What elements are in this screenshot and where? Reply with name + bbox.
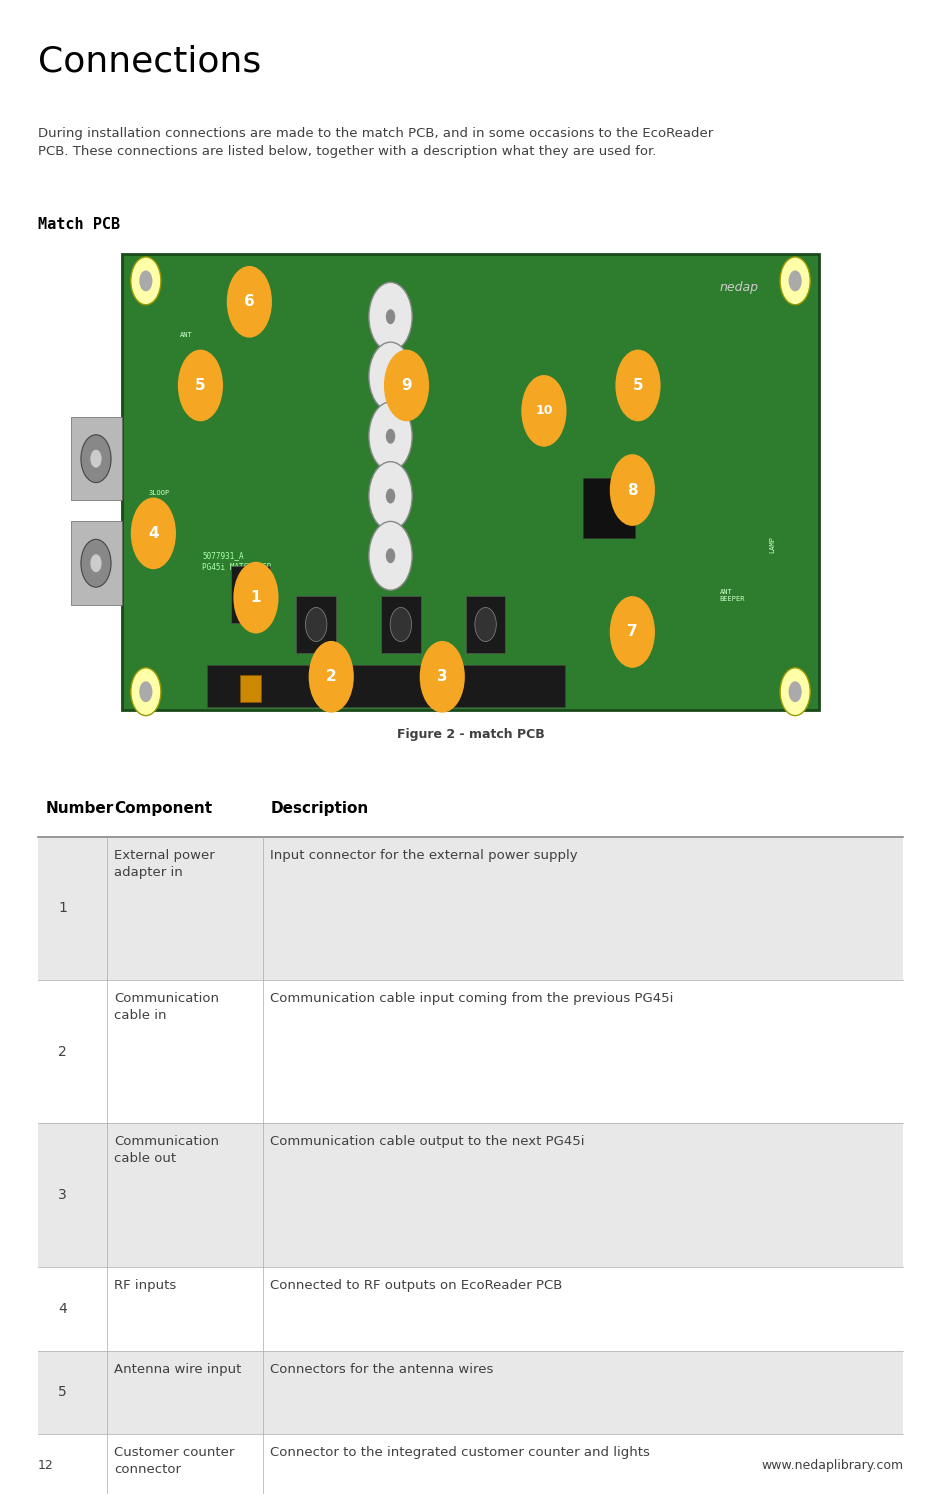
Circle shape [521,375,566,447]
Text: Component: Component [115,801,213,816]
Bar [207,665,565,707]
Bar [381,596,421,653]
Text: 1: 1 [58,901,67,916]
Text: 7: 7 [627,624,638,639]
Text: 2LOOP: 2LOOP [149,545,170,551]
Text: 5077931_A
PG45i MATCH PCB: 5077931_A PG45i MATCH PCB [202,551,272,572]
Bar [71,417,122,500]
Text: Number: Number [45,801,114,816]
Circle shape [420,641,465,713]
Text: 5: 5 [632,378,644,393]
Text: RF inputs: RF inputs [115,1279,177,1292]
Circle shape [369,521,412,590]
Circle shape [306,608,327,641]
Text: Figure 2 - match PCB: Figure 2 - match PCB [396,728,545,741]
Circle shape [386,429,395,444]
Circle shape [789,270,802,291]
Text: Connected to RF outputs on EcoReader PCB: Connected to RF outputs on EcoReader PCB [270,1279,563,1292]
Circle shape [131,498,176,569]
Text: Customer counter
connector: Customer counter connector [115,1446,235,1476]
Circle shape [233,562,279,633]
Text: 3LOOP: 3LOOP [149,490,170,496]
Circle shape [789,681,802,702]
Bar [38,837,903,980]
Circle shape [90,450,102,468]
Bar [38,1351,903,1434]
Circle shape [81,435,111,483]
Circle shape [386,309,395,324]
Circle shape [386,369,395,384]
Circle shape [227,266,272,338]
Text: 3: 3 [58,1188,67,1203]
Text: Connections: Connections [38,45,261,79]
Circle shape [610,454,655,526]
Bar [240,675,261,702]
Text: Input connector for the external power supply: Input connector for the external power s… [270,849,578,862]
Bar [296,596,336,653]
Circle shape [369,282,412,351]
Text: During installation connections are made to the match PCB, and in some occasions: During installation connections are made… [38,127,713,158]
Bar [71,521,122,605]
Text: 2: 2 [58,1044,67,1059]
Circle shape [309,641,354,713]
Text: Communication
cable out: Communication cable out [115,1135,219,1165]
Circle shape [131,257,161,305]
Text: Connectors for the antenna wires: Connectors for the antenna wires [270,1363,494,1376]
Text: Connector to the integrated customer counter and lights: Connector to the integrated customer cou… [270,1446,650,1460]
Circle shape [139,270,152,291]
Text: nedap: nedap [720,281,758,294]
Circle shape [131,668,161,716]
Text: 8: 8 [627,483,638,498]
Text: 12: 12 [38,1458,54,1472]
Circle shape [780,257,810,305]
Circle shape [386,548,395,563]
Circle shape [384,350,429,421]
Circle shape [615,350,661,421]
Circle shape [81,539,111,587]
Circle shape [178,350,223,421]
Text: 3: 3 [437,669,448,684]
Text: 4: 4 [58,1301,67,1316]
Text: Match PCB: Match PCB [38,217,120,232]
Text: Description: Description [270,801,369,816]
Circle shape [780,668,810,716]
Text: Communication cable input coming from the previous PG45i: Communication cable input coming from th… [270,992,674,1005]
Bar [38,1267,903,1351]
Circle shape [391,608,411,641]
Text: 5: 5 [195,378,206,393]
Text: 1: 1 [250,590,262,605]
Circle shape [139,681,152,702]
Bar [38,1434,903,1494]
Text: 6: 6 [244,294,255,309]
Text: Antenna wire input: Antenna wire input [115,1363,242,1376]
Circle shape [369,342,412,411]
Circle shape [386,489,395,503]
Text: www.nedaplibrary.com: www.nedaplibrary.com [761,1458,903,1472]
Circle shape [240,578,261,611]
Circle shape [369,462,412,530]
Text: External power
adapter in: External power adapter in [115,849,215,878]
Text: 2: 2 [326,669,337,684]
Text: 10: 10 [535,405,552,417]
Bar [583,478,635,538]
Text: 5: 5 [58,1385,67,1400]
Circle shape [90,554,102,572]
Bar [231,566,270,623]
Text: Communication cable output to the next PG45i: Communication cable output to the next P… [270,1135,584,1149]
Circle shape [475,608,496,641]
Text: 9: 9 [401,378,412,393]
Text: 4: 4 [148,526,159,541]
Bar [38,980,903,1123]
Circle shape [369,402,412,471]
Bar [466,596,505,653]
Bar [122,254,819,710]
Text: Communication
cable in: Communication cable in [115,992,219,1022]
Bar [38,1123,903,1267]
Text: ANT: ANT [180,332,193,338]
Text: ANT
BEEPER: ANT BEEPER [720,589,745,602]
Text: LAMP: LAMP [770,536,775,553]
Circle shape [610,596,655,668]
